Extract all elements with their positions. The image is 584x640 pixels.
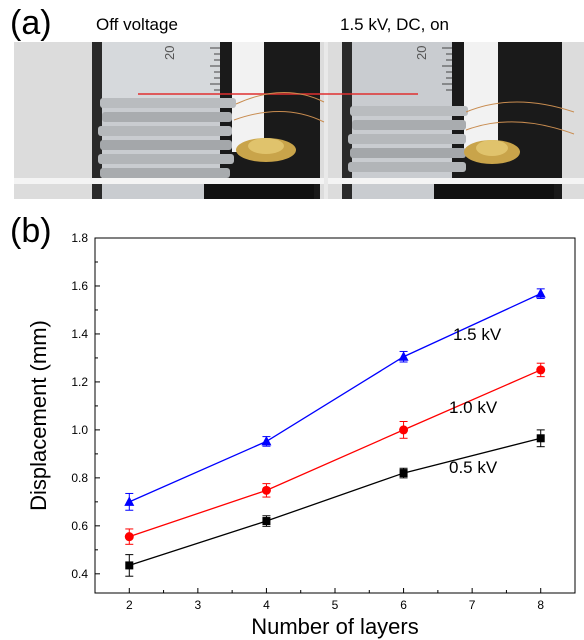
x-tick-label: 2 — [126, 598, 133, 612]
y-tick-label: 1.8 — [71, 231, 88, 245]
panel-b-label: (b) — [10, 212, 52, 250]
data-point — [536, 434, 545, 443]
series-line — [129, 369, 541, 538]
y-tick-label: 0.6 — [71, 519, 88, 533]
layer-stack-left — [98, 98, 236, 178]
data-point — [262, 517, 271, 526]
series-line — [129, 437, 541, 567]
data-point — [536, 365, 546, 375]
series-1-5-kV: 1.5 kV — [124, 288, 546, 511]
data-point — [261, 485, 271, 495]
x-tick-label: 3 — [195, 598, 202, 612]
y-axis-label: Displacement (mm) — [26, 320, 51, 511]
y-tick-label: 1.2 — [71, 375, 88, 389]
chart-series: 0.5 kV 1.0 kV 1.5 kV — [124, 288, 546, 577]
x-tick-label: 4 — [263, 598, 270, 612]
series-label: 0.5 kV — [449, 458, 498, 477]
y-tick-label: 1.6 — [71, 279, 88, 293]
data-point — [398, 351, 409, 361]
on-voltage-caption: 1.5 kV, DC, on — [340, 15, 449, 34]
data-point — [399, 425, 409, 435]
ruler-marking-left: 20 — [162, 46, 177, 60]
y-tick-label: 1.4 — [71, 327, 88, 341]
data-point — [125, 561, 134, 570]
series-0-5-kV: 0.5 kV — [125, 429, 545, 577]
series-line — [129, 293, 541, 503]
data-point — [399, 469, 408, 478]
ruler-marking-right: 20 — [414, 46, 429, 60]
data-point — [261, 435, 272, 446]
data-point — [124, 496, 135, 506]
series-label: 1.0 kV — [449, 398, 498, 417]
chart-axes: 2 3 4 5 6 7 8 0.4 0.6 0.8 1.0 1.2 1.4 1.6 1.8 Number of… — [26, 231, 576, 639]
x-tick-label: 7 — [469, 598, 476, 612]
actuator-photo: 20 — [14, 42, 584, 199]
panel-a-label: (a) — [10, 4, 52, 42]
layer-stack-right — [348, 106, 468, 172]
x-tick-label: 5 — [332, 598, 339, 612]
electrode-wires — [233, 92, 575, 135]
series-label: 1.5 kV — [453, 325, 502, 344]
x-tick-label: 6 — [400, 598, 407, 612]
y-tick-label: 1.0 — [71, 423, 88, 437]
y-tick-label: 0.4 — [71, 567, 88, 581]
photo-right: 20 — [328, 42, 584, 199]
series-1-0-kV: 1.0 kV — [124, 362, 546, 545]
plot-frame — [94, 237, 576, 594]
photo-left: 20 — [14, 42, 324, 199]
x-tick-label: 8 — [537, 598, 544, 612]
displacement-chart: 2 3 4 5 6 7 8 0.4 0.6 0.8 1.0 1.2 1.4 1.6 1.8 Number of… — [26, 231, 576, 639]
data-point — [535, 288, 546, 298]
y-tick-label: 0.8 — [71, 471, 88, 485]
off-voltage-caption: Off voltage — [96, 15, 178, 34]
data-point — [124, 532, 134, 542]
x-axis-label: Number of layers — [251, 614, 419, 639]
